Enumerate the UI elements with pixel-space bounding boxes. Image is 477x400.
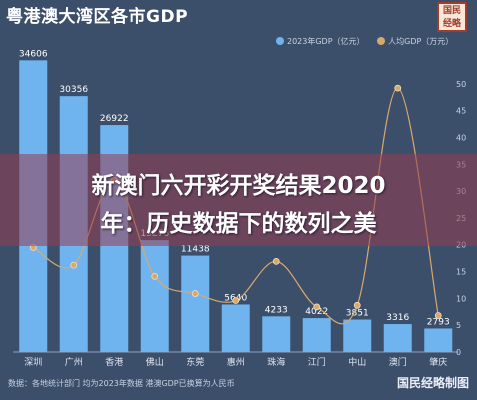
headline-line-2: 年：历史数据下的数列之美 bbox=[100, 211, 377, 237]
y-tick-label-50: 50 bbox=[456, 80, 466, 89]
y-tick-label-0: 0 bbox=[456, 348, 461, 357]
bar-label-2: 26922 bbox=[100, 114, 129, 124]
y-tick-label-10: 10 bbox=[456, 294, 466, 303]
line-point-7 bbox=[313, 303, 321, 311]
y-tick-label-40: 40 bbox=[456, 133, 466, 142]
bar-10 bbox=[424, 328, 453, 352]
y-tick-label-15: 15 bbox=[456, 268, 466, 277]
x-tick-label-8: 中山 bbox=[348, 356, 366, 368]
line-point-9 bbox=[394, 84, 402, 92]
x-tick-label-4: 东莞 bbox=[186, 356, 204, 368]
line-point-1 bbox=[70, 261, 78, 269]
x-tick-label-7: 江门 bbox=[308, 356, 326, 368]
legend-label-bar: 2023年GDP（亿元） bbox=[287, 37, 365, 46]
bar-label-1: 30356 bbox=[59, 85, 88, 95]
bar-label-9: 3316 bbox=[386, 313, 409, 323]
x-tick-label-3: 佛山 bbox=[146, 356, 164, 368]
line-point-6 bbox=[272, 257, 280, 265]
x-tick-label-5: 惠州 bbox=[227, 356, 245, 368]
legend-label-line: 人均GDP（万元） bbox=[388, 37, 454, 46]
bar-8 bbox=[343, 319, 372, 352]
y-tick-label-45: 45 bbox=[456, 107, 466, 116]
bar-label-8: 3851 bbox=[346, 309, 369, 319]
x-tick-label-1: 广州 bbox=[65, 356, 83, 368]
line-point-5 bbox=[232, 297, 240, 304]
footer-brand: 国民经略制图 bbox=[396, 376, 469, 390]
headline-line-1: 新澳门六开彩开奖结果2020 bbox=[91, 173, 386, 199]
line-point-4 bbox=[191, 290, 199, 297]
chart-title: 粤港澳大湾区各市GDP bbox=[6, 7, 189, 27]
y-tick-label-5: 5 bbox=[456, 321, 461, 330]
bar-label-10: 2793 bbox=[427, 317, 450, 327]
headline-banner bbox=[0, 154, 477, 246]
legend-swatch-bar bbox=[276, 37, 284, 45]
line-point-10 bbox=[434, 312, 442, 319]
bar-label-0: 34606 bbox=[19, 49, 48, 59]
bar-5 bbox=[221, 304, 250, 352]
legend-item-line: 人均GDP（万元） bbox=[377, 37, 453, 46]
bar-label-6: 4233 bbox=[265, 305, 288, 315]
x-tick-label-0: 深圳 bbox=[24, 357, 42, 368]
x-tick-label-2: 香港 bbox=[105, 356, 123, 368]
line-point-3 bbox=[151, 272, 159, 280]
bar-9 bbox=[383, 324, 412, 352]
legend-swatch-line bbox=[377, 37, 386, 45]
chart-legend: 2023年GDP（亿元） 人均GDP（万元） bbox=[276, 36, 463, 47]
x-tick-label-9: 澳门 bbox=[389, 356, 407, 368]
bar-label-4: 11438 bbox=[181, 245, 210, 255]
x-axis-labels: 深圳 广州 香港 佛山 东莞 惠州 珠海 江门 中山 澳门 肇庆 bbox=[24, 356, 447, 368]
legend-item-bar: 2023年GDP（亿元） bbox=[276, 37, 367, 46]
x-tick-label-6: 珠海 bbox=[267, 356, 285, 368]
bar-6 bbox=[262, 316, 291, 352]
bar-label-7: 4022 bbox=[305, 307, 328, 317]
source-note: 数据：各地统计部门 均为2023年数据 港澳GDP已换算为人民币 bbox=[8, 379, 235, 388]
brand-logo: 国民经略 bbox=[437, 2, 467, 32]
x-tick-label-10: 肇庆 bbox=[429, 356, 447, 368]
bar-4 bbox=[181, 255, 210, 352]
line-point-8 bbox=[353, 301, 361, 309]
bar-3 bbox=[140, 240, 169, 352]
bar-7 bbox=[302, 318, 331, 352]
